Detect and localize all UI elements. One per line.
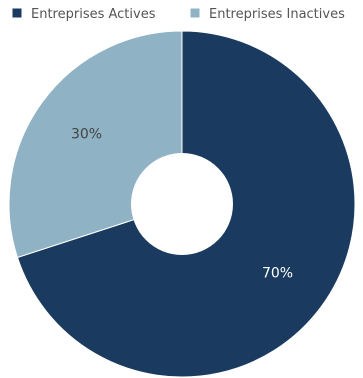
legend-swatch bbox=[11, 7, 23, 19]
legend-label[interactable]: Entreprises Actives bbox=[31, 7, 156, 22]
slice-value-label: 70% bbox=[262, 265, 293, 281]
slice-labels: 70% 30% bbox=[71, 127, 293, 282]
slice-value-label: 30% bbox=[71, 127, 102, 143]
donut-hole bbox=[131, 153, 233, 255]
chart-legend: Entreprises Actives Entreprises Inactives bbox=[11, 7, 345, 22]
legend-swatch bbox=[189, 7, 201, 19]
legend-label[interactable]: Entreprises Inactives bbox=[209, 7, 345, 22]
